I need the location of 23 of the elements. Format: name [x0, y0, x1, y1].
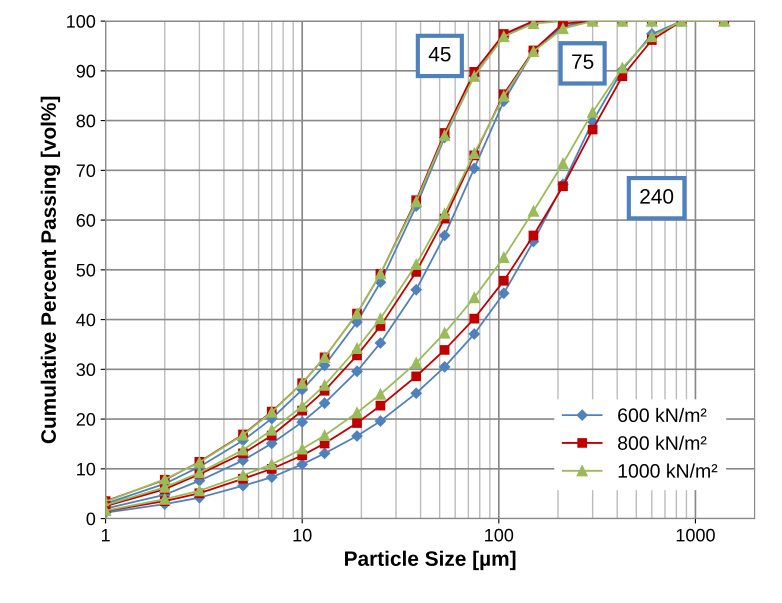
x-tick-label: 100 [485, 528, 514, 542]
legend-label: 600 kN/m² [618, 408, 707, 422]
y-tick-label: 10 [77, 462, 96, 476]
annotation: 45 [428, 46, 451, 62]
x-tick-label: 10 [294, 528, 312, 542]
legend-label: 1000 kN/m² [618, 464, 718, 478]
y-tick-label: 50 [76, 264, 96, 277]
y-axis-title: Cumulative Percent Passing [vol%] [40, 96, 60, 444]
y-tick-label: 60 [76, 214, 96, 227]
y-tick-label: 0 [86, 512, 96, 526]
y-tick-label: 40 [76, 314, 96, 326]
y-tick-label: 80 [76, 114, 96, 128]
annotation: 240 [640, 189, 674, 204]
y-tick-label: 100 [67, 15, 96, 28]
x-tick-label: 1 [102, 528, 110, 542]
x-axis-title: Particle Size [µm] [345, 550, 516, 570]
y-tick-label: 90 [76, 64, 96, 78]
y-tick-label: 70 [76, 164, 96, 178]
legend-label: 800 kN/m² [618, 436, 707, 450]
y-tick-label: 30 [76, 363, 96, 376]
annotation: 75 [572, 54, 594, 69]
x-tick-label: 1000 [676, 528, 715, 542]
y-tick-label: 20 [76, 413, 96, 426]
